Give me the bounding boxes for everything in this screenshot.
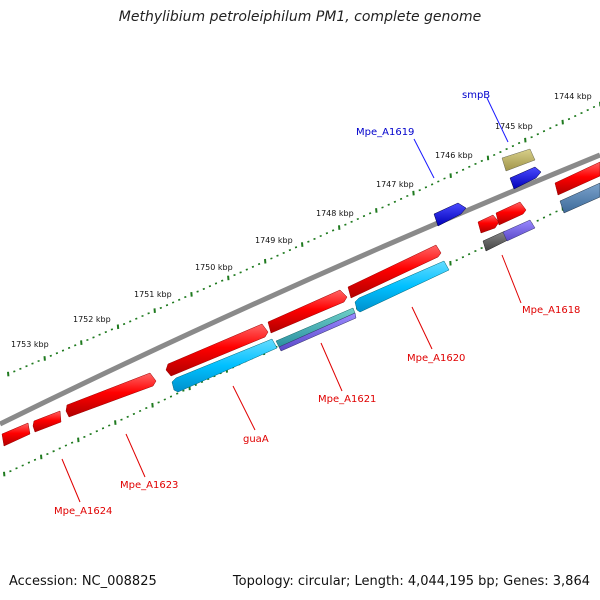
- leader-line: [486, 97, 509, 143]
- gene-arrow[interactable]: [347, 244, 442, 299]
- gene-arrow[interactable]: [501, 148, 536, 172]
- scale-label: 1753 kbp: [11, 340, 49, 349]
- gene-arrow[interactable]: [267, 289, 348, 334]
- leader-line: [411, 306, 433, 350]
- gene-arrow[interactable]: [354, 260, 450, 313]
- topology-text: Topology: circular; Length: 4,044,195 bp…: [232, 574, 590, 589]
- gene-label-mpe-a1621[interactable]: Mpe_A1621: [318, 394, 376, 405]
- gene-arrow[interactable]: [32, 410, 62, 433]
- gene-label-mpe-a1618[interactable]: Mpe_A1618: [522, 305, 580, 316]
- reverse-genes: [171, 182, 600, 393]
- outer-genes: [433, 148, 542, 227]
- gene-arrow[interactable]: [477, 214, 500, 234]
- leader-line: [232, 385, 256, 431]
- gene-arrow[interactable]: [433, 202, 467, 227]
- gene-label-mpe-a1620[interactable]: Mpe_A1620: [407, 353, 465, 364]
- gene-arrow[interactable]: [1, 422, 31, 447]
- scale-label: 1744 kbp: [554, 92, 592, 101]
- leader-line: [61, 458, 81, 503]
- leader-line: [501, 254, 522, 304]
- leader-line: [413, 138, 435, 179]
- scale-label: 1750 kbp: [195, 263, 233, 272]
- scale-label: 1749 kbp: [255, 236, 293, 245]
- gene-arrow[interactable]: [495, 201, 527, 226]
- gene-label-mpe-a1623[interactable]: Mpe_A1623: [120, 480, 178, 491]
- gene-label-guaa[interactable]: guaA: [243, 434, 269, 445]
- leader-line: [320, 342, 343, 392]
- scale-label: 1748 kbp: [316, 209, 354, 218]
- scale-label: 1752 kbp: [73, 315, 111, 324]
- gene-arrow[interactable]: [509, 166, 542, 190]
- leader-lines: [61, 97, 522, 503]
- scale-label: 1747 kbp: [376, 180, 414, 189]
- gene-arrow[interactable]: [559, 182, 600, 214]
- gene-arrow[interactable]: [554, 161, 600, 196]
- accession-text: Accession: NC_008825: [9, 574, 157, 589]
- scale-labels: 1744 kbp 1745 kbp 1746 kbp 1747 kbp 1748…: [11, 92, 592, 349]
- scale-label: 1751 kbp: [134, 290, 172, 299]
- genome-backbone: [0, 152, 600, 427]
- leader-line: [125, 433, 146, 478]
- gene-arrow[interactable]: [65, 372, 157, 418]
- scale-track-upper: [7, 101, 600, 377]
- genome-title: Methylibium petroleiphilum PM1, complete…: [118, 9, 482, 25]
- gene-arrow[interactable]: [278, 312, 357, 352]
- gene-arrow[interactable]: [165, 323, 269, 377]
- forward-genes: [1, 161, 600, 447]
- gene-arrow[interactable]: [171, 338, 278, 393]
- gene-labels: smpB Mpe_A1619 Mpe_A1618 Mpe_A1620 Mpe_A…: [54, 90, 580, 517]
- scale-label: 1746 kbp: [435, 151, 473, 160]
- gene-label-mpe-a1624[interactable]: Mpe_A1624: [54, 506, 112, 517]
- gene-label-smpb[interactable]: smpB: [462, 90, 490, 101]
- gene-arrow[interactable]: [502, 219, 536, 242]
- gene-label-mpe-a1619[interactable]: Mpe_A1619: [356, 127, 414, 138]
- scale-label: 1745 kbp: [495, 122, 533, 131]
